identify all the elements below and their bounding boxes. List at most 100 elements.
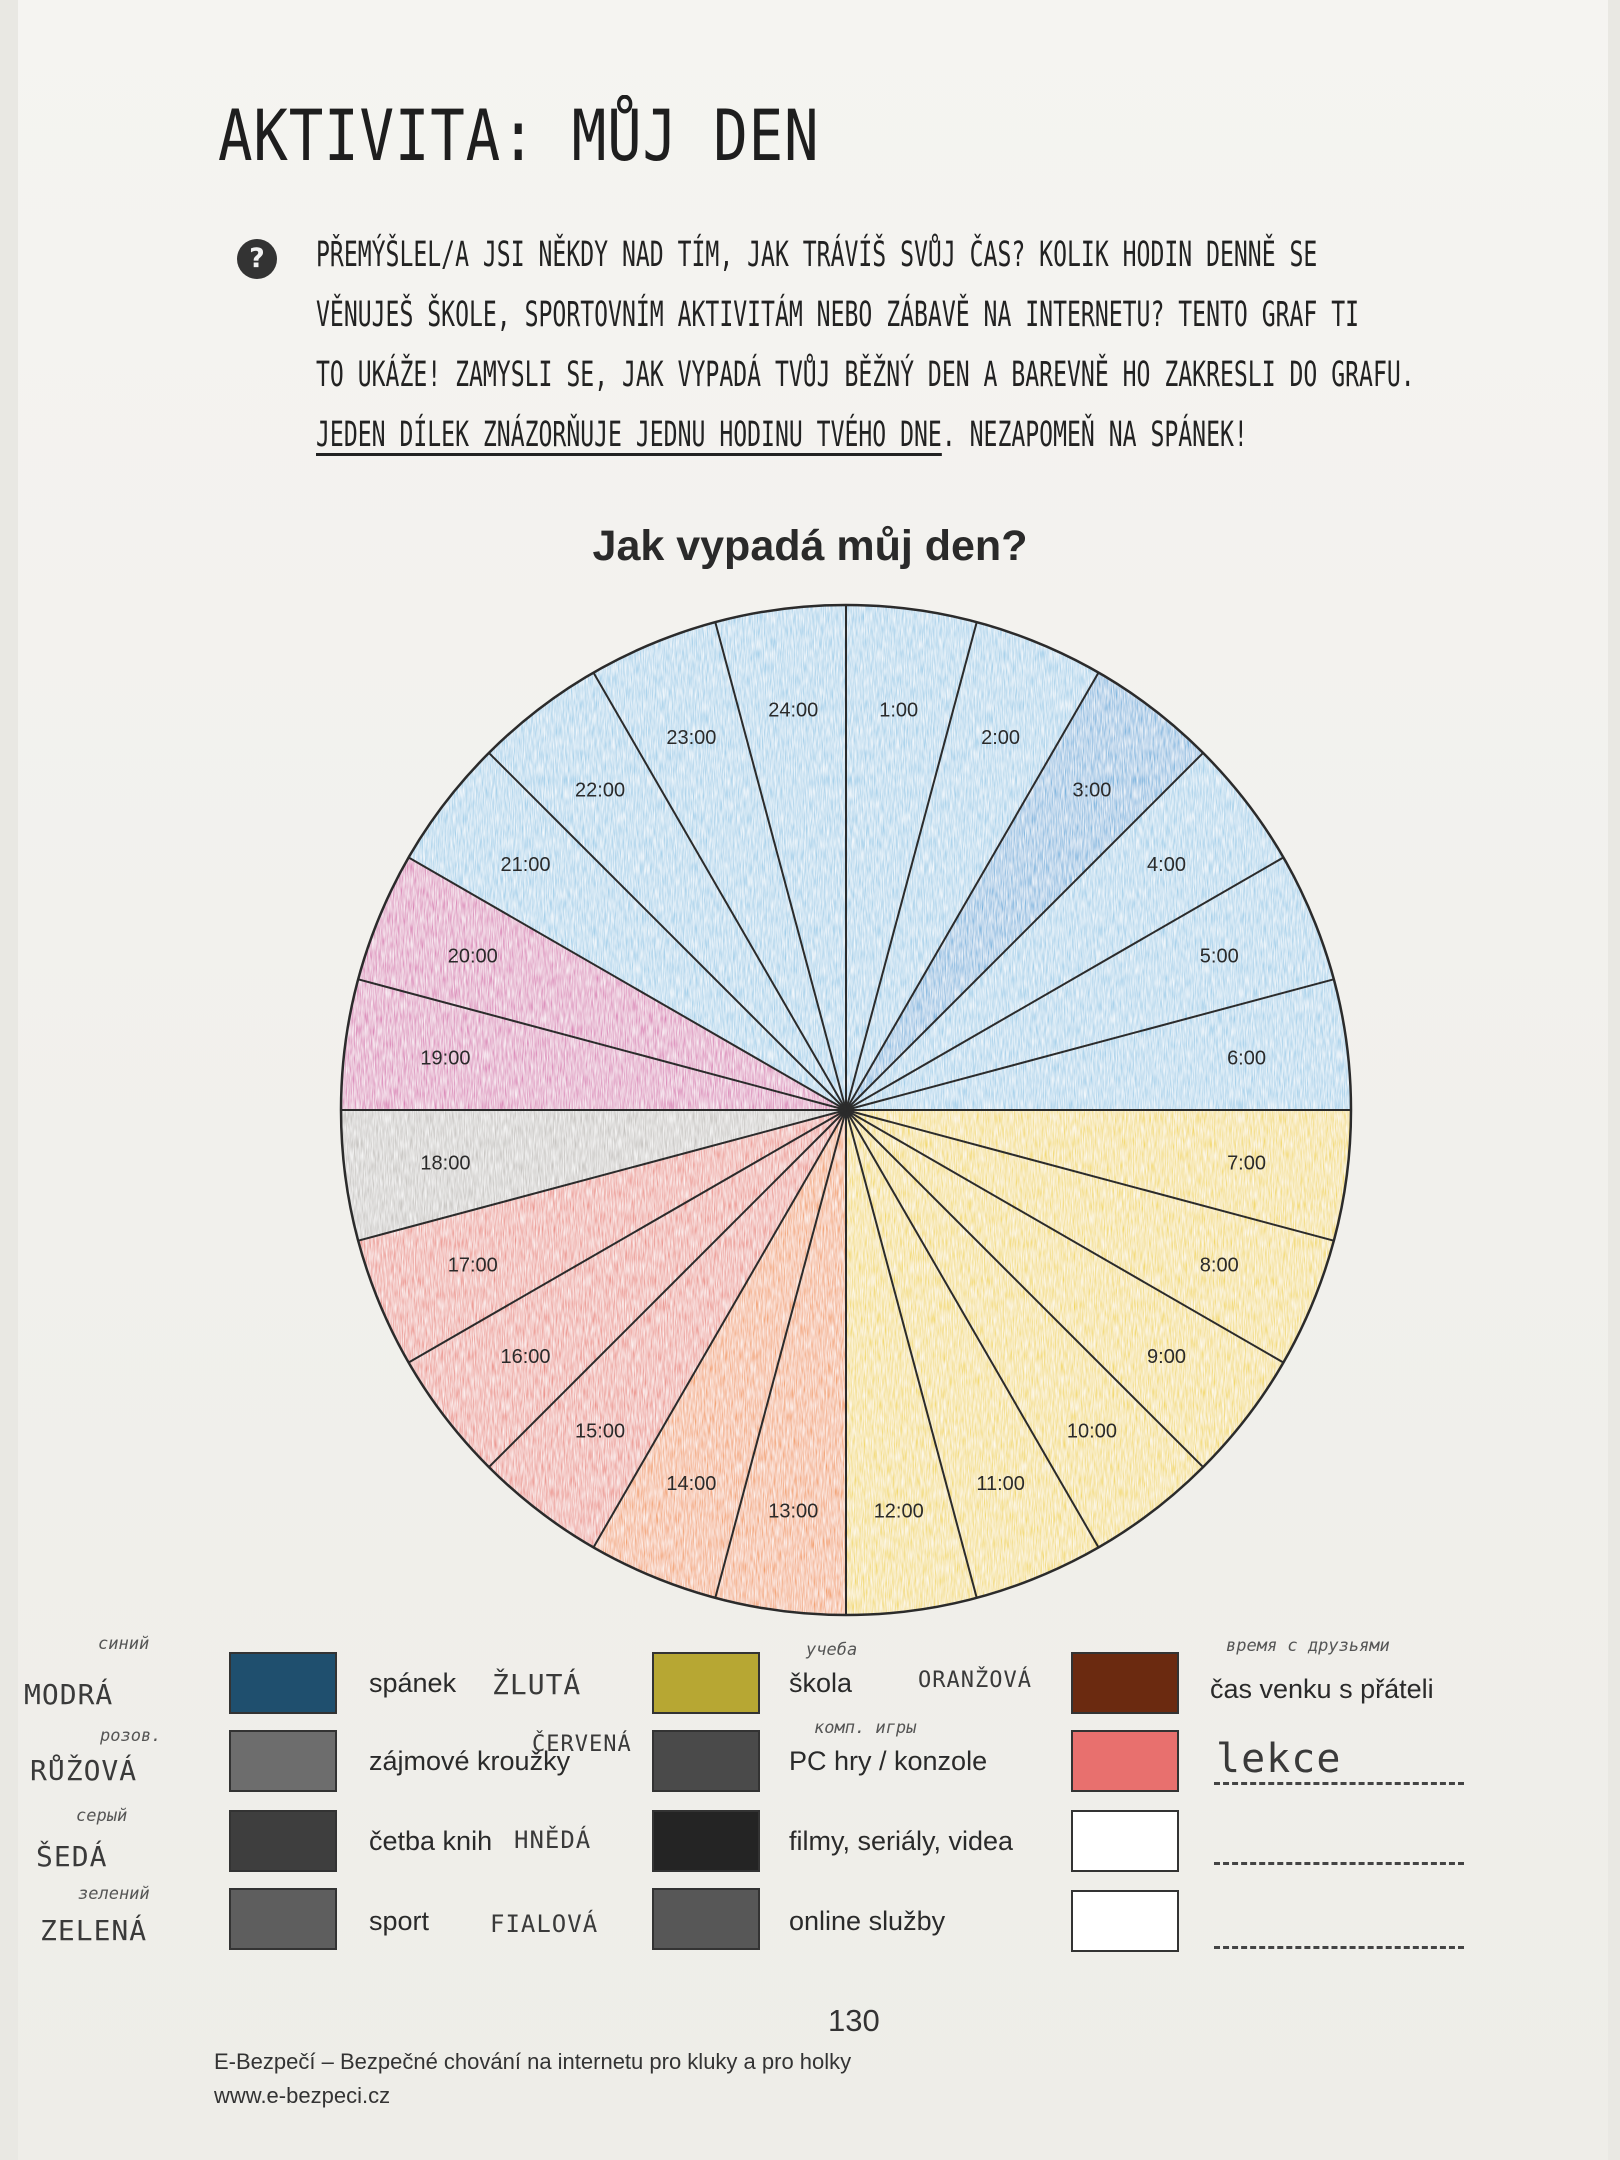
pie-slices: [341, 605, 1351, 1615]
legend-label-outdoors: čas venku s přáteli: [1210, 1674, 1434, 1704]
legend-label-sleep: spánek: [369, 1668, 457, 1698]
legend-swatch-empty[interactable]: [1071, 1810, 1179, 1872]
handwritten-note-small: комп. игры: [814, 1718, 917, 1738]
pie-hour-label: 17:00: [448, 1255, 498, 1277]
pie-hour-label: 20:00: [448, 945, 498, 967]
intro-line-end: . Nezapomeň na spánek!: [941, 415, 1248, 455]
pie-slice: [593, 622, 846, 1110]
pie-hour-label: 11:00: [976, 1473, 1025, 1495]
slice-divider: [357, 978, 847, 1111]
pie-hour-label: 6:00: [1227, 1047, 1266, 1069]
pie-slice: [715, 1110, 846, 1615]
pie-slice: [846, 672, 1204, 1110]
blank-write-line[interactable]: [1214, 1782, 1464, 1785]
handwritten-note-small: учеба: [806, 1640, 858, 1660]
slice-divider: [714, 1109, 847, 1599]
question-circle-icon: ?: [237, 239, 277, 279]
pie-slice: [408, 752, 846, 1110]
pie-slice: [846, 622, 1099, 1110]
pie-hour-label: 21:00: [500, 854, 550, 876]
handwritten-note-small: синий: [98, 1634, 150, 1654]
slice-divider: [845, 978, 1335, 1111]
pie-hour-label: 24:00: [768, 699, 818, 721]
slice-divider: [845, 752, 1204, 1111]
slice-divider: [714, 621, 847, 1111]
pie-slice: [341, 979, 846, 1110]
page-number: 130: [828, 2003, 880, 2038]
pie-hour-label: 3:00: [1072, 779, 1111, 801]
legend-swatch-videos: [652, 1810, 760, 1872]
pie-hour-label: 10:00: [1067, 1421, 1117, 1443]
legend-swatch-online: [652, 1888, 760, 1950]
legend-swatch-empty[interactable]: [1071, 1890, 1179, 1952]
pie-slice: [593, 1110, 846, 1598]
pie-hour-label: 15:00: [575, 1421, 625, 1443]
pie-slice-dividers: [339, 603, 1353, 1617]
slice-divider: [845, 1109, 1100, 1548]
handwritten-note: ŽLUTÁ: [492, 1668, 582, 1701]
pie-slice: [846, 1110, 1099, 1598]
legend-label-lessons: lekce: [1216, 1736, 1342, 1782]
legend-swatch-reading: [229, 1810, 337, 1872]
pie-hour-label: 18:00: [420, 1153, 470, 1175]
slice-divider: [845, 1109, 978, 1599]
slice-divider: [488, 1109, 847, 1468]
legend-label-reading: četba knih: [369, 1826, 493, 1856]
handwritten-note: RŮŽOVÁ: [30, 1754, 138, 1787]
pie-hour-label: 12:00: [874, 1501, 924, 1523]
slice-divider: [592, 1109, 847, 1548]
handwritten-note: FIALOVÁ: [490, 1910, 599, 1938]
pie-slice: [846, 979, 1351, 1110]
blank-write-line[interactable]: [1214, 1862, 1464, 1865]
chart-title: Jak vypadá můj den?: [592, 522, 1028, 570]
pie-slice: [715, 605, 846, 1110]
slice-divider: [488, 752, 847, 1111]
legend-swatch-outdoors: [1071, 1652, 1179, 1714]
handwritten-note: ORANŽOVÁ: [918, 1668, 1032, 1693]
pie-hour-label: 16:00: [500, 1346, 550, 1368]
pie-slice: [408, 1110, 846, 1468]
slice-divider: [845, 672, 1100, 1111]
handwritten-note: ŠEDÁ: [36, 1840, 108, 1873]
pie-hour-label: 14:00: [666, 1473, 716, 1495]
pie-slice: [846, 605, 977, 1110]
pie-hour-label: 2:00: [981, 727, 1020, 749]
pie-slice: [846, 857, 1334, 1110]
footer: E-Bezpečí – Bezpečné chování na internet…: [214, 2045, 851, 2113]
slice-divider: [592, 672, 847, 1111]
blank-write-line[interactable]: [1214, 1946, 1464, 1949]
pie-hour-label: 22:00: [575, 779, 625, 801]
legend-label-sport: sport: [369, 1906, 430, 1936]
legend-label-online: online služby: [789, 1906, 946, 1936]
intro-underlined-instruction: Jeden dílek znázorňuje jednu hodinu tvéh…: [316, 415, 942, 455]
pie-hour-label: 5:00: [1200, 945, 1239, 967]
handwritten-note: MODRÁ: [24, 1678, 114, 1711]
pie-slice: [358, 857, 846, 1110]
pie-slice: [341, 1110, 846, 1241]
pie-slice: [846, 1110, 1334, 1363]
slice-divider: [845, 856, 1284, 1111]
handwritten-note-small: розов.: [100, 1726, 162, 1746]
legend-swatch-sport: [229, 1888, 337, 1950]
slice-divider: [408, 1109, 847, 1364]
handwritten-note-small: время с друзьями: [1226, 1636, 1390, 1656]
legend-swatch-school: [652, 1652, 760, 1714]
legend-label-hobbies: zájmové kroužky: [369, 1746, 571, 1776]
pie-slice: [846, 1110, 1351, 1241]
slice-divider: [845, 621, 978, 1111]
legend-swatch-sleep: [229, 1652, 337, 1714]
slice-divider: [408, 856, 847, 1111]
slice-divider: [845, 1109, 1284, 1364]
footer-book-title: E-Bezpečí – Bezpečné chování na internet…: [214, 2049, 852, 2074]
slice-divider: [845, 1109, 1335, 1242]
pie-slice: [488, 672, 846, 1110]
pie-hour-label: 4:00: [1147, 854, 1186, 876]
intro-line: Jeden dílek znázorňuje jednu hodinu tvéh…: [316, 405, 1248, 465]
legend-swatch-lessons: [1071, 1730, 1179, 1792]
pie-slice: [846, 752, 1284, 1110]
pie-hour-label: 7:00: [1227, 1153, 1266, 1175]
legend-swatch-games: [652, 1730, 760, 1792]
pie-slice: [488, 1110, 846, 1548]
